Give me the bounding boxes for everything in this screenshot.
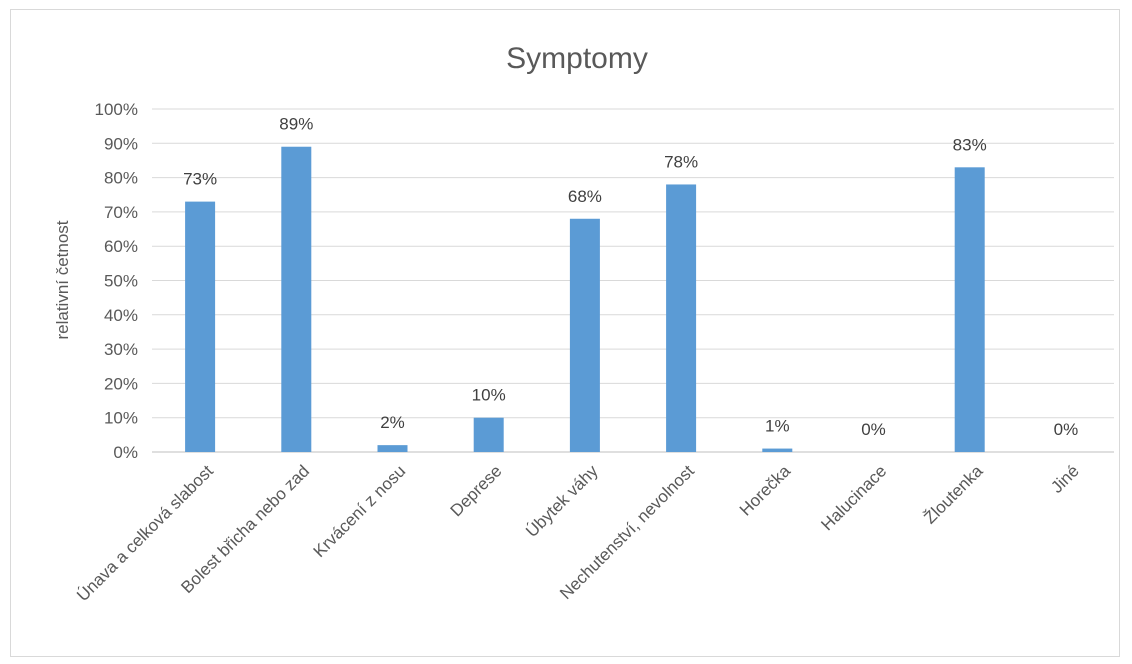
x-tick-label: Horečka [736,461,795,520]
bar [377,445,408,452]
y-tick-label: 20% [104,374,138,393]
y-axis-title: relativní četnost [53,220,72,339]
y-axis-ticks: 0% 10% 20% 30% 40% 50% 60% 70% 80% 90% 100% [95,100,138,462]
y-tick-label: 10% [104,409,138,428]
chart-title: Symptomy [506,42,648,75]
y-tick-label: 0% [113,443,138,462]
x-tick-label: Krvácení z nosu [310,461,410,561]
data-label: 83% [953,135,987,154]
bar [473,417,504,452]
data-label: 78% [664,152,698,171]
data-label: 1% [765,417,790,436]
bar [954,167,985,452]
y-tick-label: 60% [104,237,138,256]
data-label: 10% [472,386,506,405]
gridlines [152,108,1114,453]
data-label: 73% [183,170,217,189]
bar [666,184,697,452]
y-tick-label: 40% [104,306,138,325]
data-label: 68% [568,187,602,206]
y-tick-label: 50% [104,272,138,291]
y-tick-label: 80% [104,169,138,188]
data-label: 89% [279,115,313,134]
bars [185,146,985,453]
data-label: 0% [1054,420,1079,439]
y-tick-label: 30% [104,340,138,359]
y-tick-label: 70% [104,203,138,222]
data-labels: 73% 89% 2% 10% 68% 78% 1% 0% 83% 0% [183,115,1078,439]
x-tick-label: Úbytek váhy [522,461,602,541]
x-tick-label: Jiné [1047,461,1082,496]
y-tick-label: 100% [95,100,138,119]
data-label: 2% [380,413,405,432]
x-tick-label: Halucinace [817,461,890,534]
x-tick-label: Žloutenka [920,461,987,528]
bar [281,146,312,453]
x-tick-label: Deprese [447,461,506,520]
bar [762,448,793,452]
data-label: 0% [861,420,886,439]
y-tick-label: 90% [104,134,138,153]
bar [569,218,600,452]
bar [185,201,216,452]
